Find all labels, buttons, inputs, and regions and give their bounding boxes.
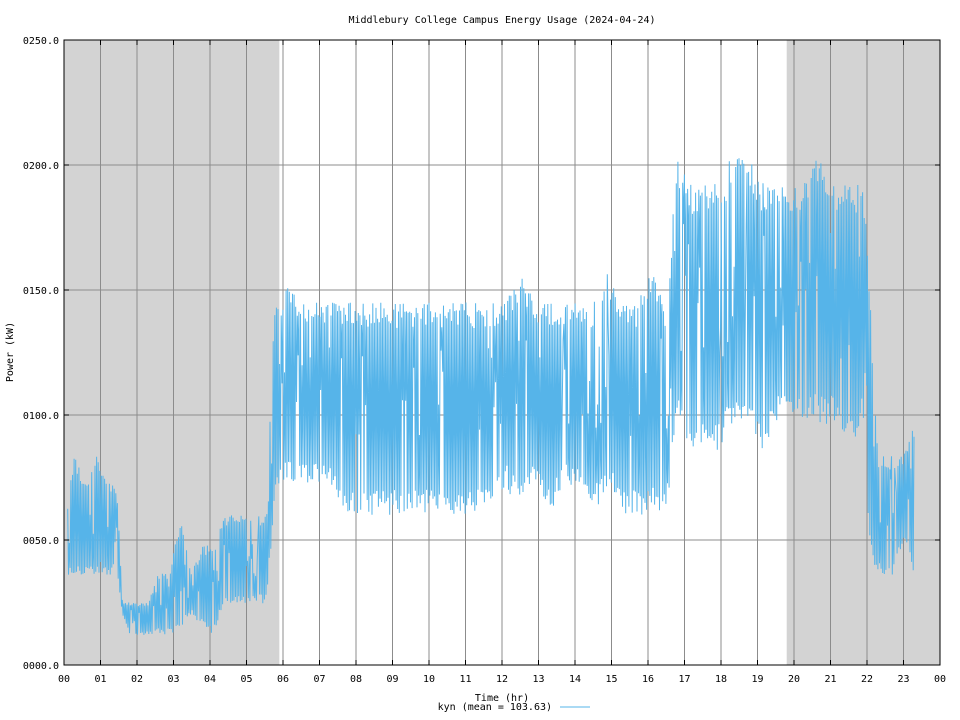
x-tick-label: 21 [824, 674, 836, 685]
x-tick-label: 09 [386, 674, 398, 685]
y-tick-label: 0000.0 [23, 661, 59, 672]
x-tick-label: 19 [751, 674, 763, 685]
x-tick-label: 08 [350, 674, 362, 685]
x-tick-label: 22 [861, 674, 873, 685]
y-tick-label: 0050.0 [23, 536, 59, 547]
x-tick-label: 00 [58, 674, 70, 685]
legend-label: kyn (mean = 103.63) [438, 702, 552, 713]
x-tick-label: 23 [897, 674, 909, 685]
legend: kyn (mean = 103.63) [438, 702, 590, 713]
series-line-0 [67, 158, 915, 635]
x-tick-label: 00 [934, 674, 946, 685]
tick-labels: 00 01 02 03 04 05 06 07 08 09 10 11 12 13 14 15 16 17 18 19… [23, 36, 946, 685]
x-tick-label: 20 [788, 674, 800, 685]
x-tick-label: 14 [569, 674, 581, 685]
x-axis-label: Time (hr) [475, 693, 529, 704]
x-tick-label: 12 [496, 674, 508, 685]
x-tick-label: 16 [642, 674, 654, 685]
series-lines [67, 158, 915, 635]
x-tick-label: 01 [94, 674, 106, 685]
chart-title: Middlebury College Campus Energy Usage (… [348, 15, 655, 26]
x-tick-label: 05 [240, 674, 252, 685]
axis-ticks [63, 39, 941, 666]
y-tick-label: 0250.0 [23, 36, 59, 47]
x-tick-label: 10 [423, 674, 435, 685]
x-tick-label: 15 [605, 674, 617, 685]
y-tick-label: 0200.0 [23, 161, 59, 172]
x-tick-label: 18 [715, 674, 727, 685]
y-axis-label: Power (kW) [5, 322, 16, 382]
x-tick-label: 11 [459, 674, 471, 685]
x-tick-label: 03 [167, 674, 179, 685]
x-tick-label: 02 [131, 674, 143, 685]
x-tick-label: 17 [678, 674, 690, 685]
x-tick-label: 04 [204, 674, 216, 685]
y-tick-label: 0100.0 [23, 411, 59, 422]
y-tick-label: 0150.0 [23, 286, 59, 297]
x-tick-label: 07 [313, 674, 325, 685]
x-tick-label: 13 [532, 674, 544, 685]
x-tick-label: 06 [277, 674, 289, 685]
